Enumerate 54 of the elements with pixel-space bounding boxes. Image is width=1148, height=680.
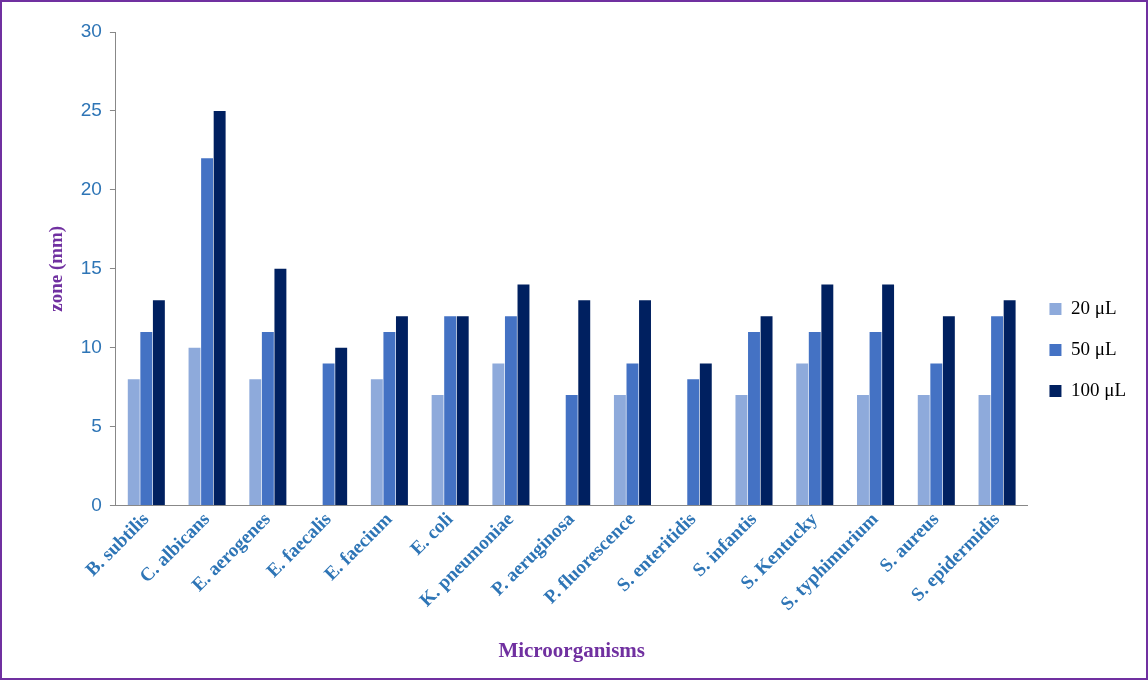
bar bbox=[687, 379, 700, 506]
bar bbox=[882, 284, 895, 506]
y-tick-label: 15 bbox=[80, 257, 102, 279]
bar bbox=[1003, 300, 1016, 506]
y-tick-label: 5 bbox=[91, 414, 102, 436]
bar bbox=[456, 316, 469, 506]
bar bbox=[395, 316, 408, 506]
legend-label: 100 μL bbox=[1070, 378, 1126, 400]
bar bbox=[517, 284, 530, 506]
bar bbox=[152, 300, 165, 506]
bar bbox=[261, 331, 274, 506]
bar bbox=[127, 379, 140, 506]
bar bbox=[578, 300, 591, 506]
legend-label: 20 μL bbox=[1070, 296, 1117, 318]
bar bbox=[917, 395, 930, 506]
bar bbox=[639, 300, 651, 506]
bar bbox=[492, 363, 505, 506]
bar bbox=[796, 363, 809, 506]
bar bbox=[370, 379, 383, 506]
bar bbox=[431, 395, 444, 506]
bar bbox=[760, 316, 773, 506]
bar bbox=[613, 395, 626, 506]
x-axis-title: Microorganisms bbox=[498, 637, 645, 662]
bar bbox=[140, 331, 153, 506]
y-tick-label: 0 bbox=[91, 493, 102, 515]
y-axis-title: zone (mm) bbox=[45, 225, 68, 312]
bar bbox=[213, 110, 226, 506]
bar bbox=[978, 395, 991, 506]
bar bbox=[322, 363, 335, 506]
bar bbox=[821, 284, 834, 506]
bar bbox=[735, 395, 748, 506]
bar bbox=[748, 331, 760, 506]
bar bbox=[201, 158, 214, 506]
bar bbox=[383, 331, 396, 506]
bar bbox=[249, 379, 262, 506]
bar bbox=[565, 395, 578, 506]
legend-label: 50 μL bbox=[1070, 337, 1117, 359]
bar bbox=[857, 395, 869, 506]
y-tick-label: 10 bbox=[80, 335, 102, 357]
bar bbox=[504, 316, 517, 506]
bar bbox=[942, 316, 955, 506]
y-tick-label: 25 bbox=[80, 99, 102, 121]
bar bbox=[444, 316, 457, 506]
bar bbox=[930, 363, 943, 506]
bar bbox=[991, 316, 1004, 506]
bar bbox=[808, 331, 821, 506]
bar bbox=[188, 347, 201, 506]
bar bbox=[274, 268, 287, 506]
bar bbox=[869, 331, 882, 506]
y-tick-label: 30 bbox=[80, 20, 102, 42]
bar bbox=[699, 363, 712, 506]
bar bbox=[626, 363, 639, 506]
y-tick-label: 20 bbox=[80, 178, 102, 200]
bar bbox=[335, 347, 348, 506]
